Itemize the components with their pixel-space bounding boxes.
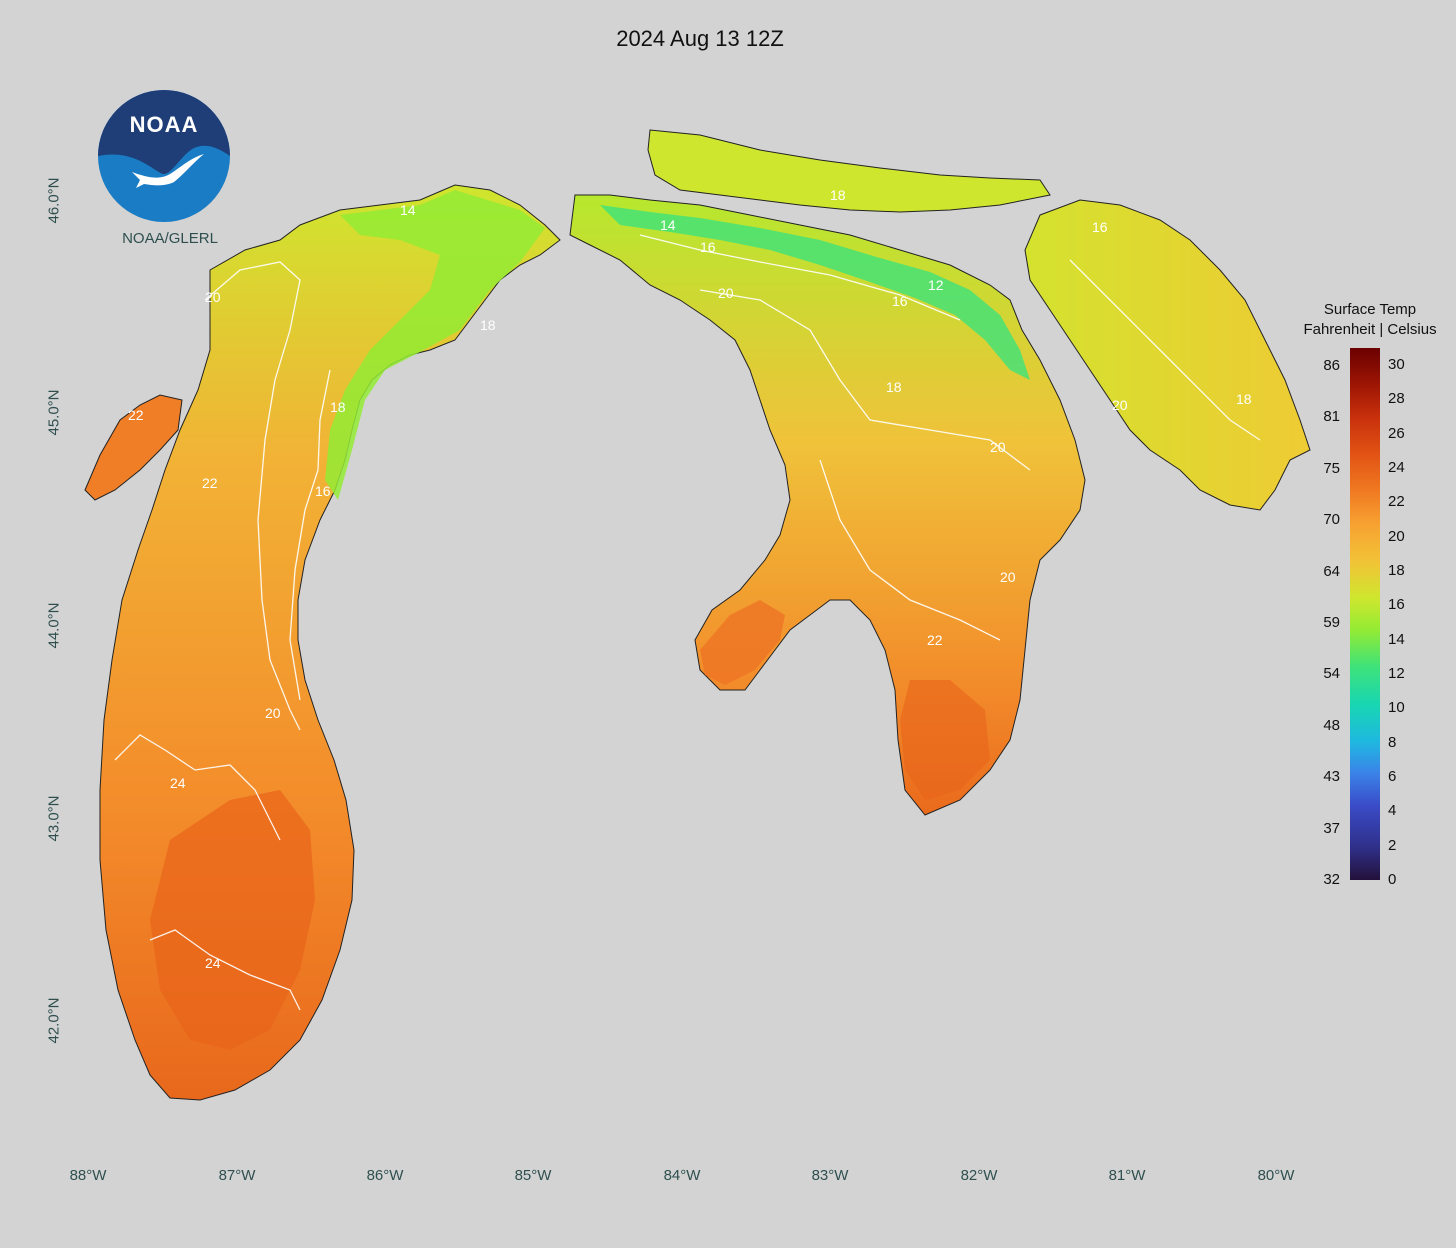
saginaw-warm — [700, 600, 785, 685]
contour-label: 18 — [330, 399, 346, 415]
contour-label: 18 — [480, 317, 496, 333]
contour-label: 20 — [265, 705, 281, 721]
cold-band-huron — [600, 205, 1030, 380]
celsius-tick-label: 24 — [1388, 459, 1405, 477]
fahrenheit-tick-label: 48 — [1323, 716, 1340, 734]
north-channel — [647, 129, 1051, 213]
celsius-tick-label: 22 — [1388, 493, 1405, 511]
celsius-tick-label: 0 — [1388, 871, 1397, 888]
warm-core-michigan — [150, 790, 315, 1050]
map-title: 2024 Aug 13 12Z — [616, 26, 784, 51]
contour-label: 14 — [660, 217, 676, 233]
latitude-label: 42.0°N — [45, 996, 63, 1044]
georgian-bay — [1024, 199, 1311, 511]
legend-title-line2: Fahrenheit | Celsius — [1303, 321, 1437, 338]
fahrenheit-tick-label: 43 — [1323, 768, 1340, 786]
contour-line-16-huron — [639, 234, 961, 321]
contour-label: 20 — [1112, 397, 1128, 413]
longitude-label: 80°W — [1257, 1167, 1295, 1184]
contour-label: 18 — [830, 187, 846, 203]
temperature-colorbar — [1350, 348, 1380, 880]
celsius-tick-label: 14 — [1388, 630, 1405, 648]
contour-label: 14 — [400, 202, 416, 218]
fahrenheit-tick-label: 32 — [1323, 871, 1340, 888]
legend-title: Surface Temp Fahrenheit | Celsius — [1290, 300, 1450, 340]
celsius-tick-label: 6 — [1388, 768, 1397, 786]
contour-label: 24 — [170, 775, 186, 791]
fahrenheit-tick-label: 81 — [1323, 408, 1340, 426]
logo-text: NOAA — [130, 112, 199, 137]
cool-band-michigan — [325, 190, 545, 500]
longitude-label: 83°W — [811, 1167, 849, 1184]
latitude-label: 46.0°N — [45, 176, 63, 224]
contour-label: 18 — [1236, 391, 1252, 407]
fahrenheit-tick-label: 59 — [1323, 614, 1340, 631]
contour-line-20-michigan — [204, 261, 301, 731]
noaa-seagull-logo-icon: NOAA — [98, 90, 230, 222]
latitude-label: 43.0°N — [45, 794, 63, 842]
longitude-label: 87°W — [218, 1167, 256, 1184]
contour-label: 16 — [892, 293, 908, 309]
celsius-tick-label: 4 — [1388, 802, 1397, 820]
logo-caption: NOAA/GLERL — [122, 230, 218, 247]
contour-label: 20 — [990, 439, 1006, 455]
contour-label: 22 — [128, 407, 144, 423]
contour-label: 12 — [928, 277, 944, 293]
celsius-tick-label: 8 — [1388, 733, 1397, 751]
celsius-tick-label: 28 — [1388, 390, 1405, 408]
contour-line-18-michigan — [289, 369, 331, 701]
latitude-label: 45.0°N — [45, 388, 63, 436]
warm-core-huron — [900, 680, 990, 800]
celsius-tick-label: 30 — [1388, 356, 1405, 374]
contour-line-20-huron — [699, 289, 1031, 471]
contour-label: 22 — [202, 475, 218, 491]
latitude-label: 44.0°N — [45, 601, 63, 649]
green-bay — [84, 394, 183, 501]
celsius-tick-label: 26 — [1388, 424, 1405, 442]
fahrenheit-tick-label: 70 — [1323, 511, 1340, 529]
fahrenheit-tick-label: 54 — [1323, 665, 1340, 683]
fahrenheit-tick-label: 64 — [1323, 562, 1340, 580]
contour-line-22-huron — [819, 459, 1001, 641]
celsius-tick-label: 20 — [1388, 527, 1405, 545]
contour-label: 20 — [205, 289, 221, 305]
longitude-label: 88°W — [69, 1167, 107, 1184]
fahrenheit-tick-label: 37 — [1323, 819, 1340, 837]
contour-label: 24 — [205, 955, 221, 971]
fahrenheit-tick-label: 86 — [1323, 357, 1340, 374]
longitude-label: 85°W — [514, 1167, 552, 1184]
contour-line-18-georgian — [1069, 259, 1261, 441]
longitude-label: 81°W — [1108, 1167, 1146, 1184]
celsius-tick-label: 10 — [1388, 699, 1405, 717]
longitude-label: 84°W — [663, 1167, 701, 1184]
celsius-tick-label: 16 — [1388, 596, 1405, 614]
celsius-tick-label: 2 — [1388, 836, 1397, 854]
contour-label: 16 — [1092, 219, 1108, 235]
longitude-label: 86°W — [366, 1167, 404, 1184]
contour-label: 16 — [700, 239, 716, 255]
contour-label: 18 — [886, 379, 902, 395]
contour-label: 16 — [315, 483, 331, 499]
contour-label: 20 — [1000, 569, 1016, 585]
contour-line-24-michigan — [149, 929, 301, 1011]
celsius-tick-label: 12 — [1388, 665, 1405, 683]
legend-title-line1: Surface Temp — [1323, 301, 1417, 318]
contour-line-22-michigan — [114, 734, 281, 841]
contour-label: 20 — [718, 285, 734, 301]
fahrenheit-tick-label: 75 — [1323, 459, 1340, 477]
contour-label: 22 — [927, 632, 943, 648]
lake-huron — [569, 194, 1086, 816]
longitude-label: 82°W — [960, 1167, 998, 1184]
celsius-tick-label: 18 — [1388, 562, 1405, 580]
